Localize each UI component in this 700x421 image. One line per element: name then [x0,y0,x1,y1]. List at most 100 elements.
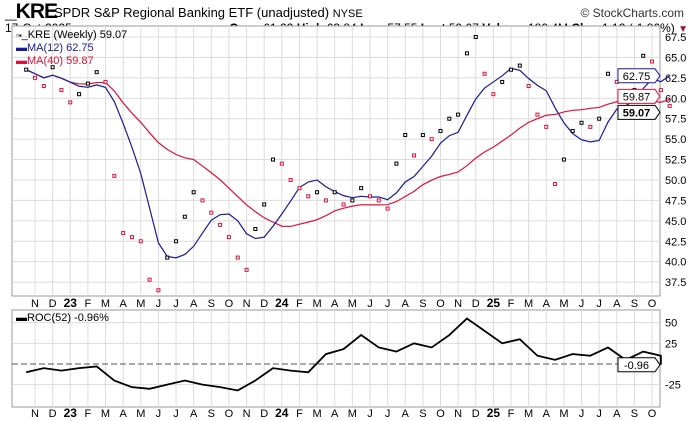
x-tick-label: A [119,298,127,310]
x-tick-label: A [331,298,339,310]
price-point [438,128,443,133]
price-point [297,186,302,191]
x-tick-label: N [31,298,39,310]
ma12-value-tag-box [617,68,661,84]
price-point [85,81,90,86]
price-point [367,194,372,199]
price-point [68,100,73,105]
ma12-value-tag: 62.75 [623,71,651,83]
x-tick-label: A [613,408,621,420]
last-price-tag-box [617,104,661,120]
y-tick-label: 60.0 [665,93,686,105]
x-tick-label: M [524,408,533,420]
price-point [561,157,566,162]
price-point [570,128,575,133]
x-tick-label: J [173,298,179,310]
x-tick-label: S [419,408,426,420]
price-point [385,206,390,211]
x-tick-label: M [559,408,568,420]
x-tick-label: F [508,298,515,310]
price-point [121,231,126,236]
price-point [394,161,399,166]
x-tick-label: F [508,408,515,420]
roc-tick-label: -25 [665,380,681,392]
x-tick-label: M [312,408,321,420]
x-tick-label: J [596,298,602,310]
price-point [544,124,549,129]
price-point [271,157,276,162]
y-tick-label: 52.5 [665,155,686,167]
x-tick-label: J [596,408,602,420]
y-tick-label: 37.5 [665,277,686,289]
price-point [420,133,425,138]
price-point [376,198,381,203]
price-point [658,88,663,93]
price-point [667,103,672,108]
x-tick-label: M [312,298,321,310]
x-tick-label: S [208,298,215,310]
price-point [191,190,196,195]
x-tick-label: J [579,298,585,310]
y-tick-label: 57.5 [665,114,686,126]
y-tick-label: 42.5 [665,236,686,248]
price-point [94,70,99,75]
price-point [41,84,46,89]
price-point [517,63,522,68]
price-point [650,59,655,64]
price-point [112,173,117,178]
price-point [174,239,179,244]
dots-icon: ▫▪ [16,31,22,40]
x-tick-label: J [173,408,179,420]
x-tick-label: A [402,408,410,420]
price-point [129,235,134,240]
x-tick-label: A [543,298,551,310]
legend-ma40: ▬MA(40) 59.87 [16,55,94,67]
x-tick-label: M [101,408,110,420]
y-tick-label: 50.0 [665,175,686,187]
x-tick-label: 23 [64,296,78,310]
x-tick-label: 24 [275,296,289,310]
price-point [350,198,355,203]
x-tick-label: N [243,298,251,310]
x-tick-label: O [225,408,234,420]
price-point [509,67,514,72]
ma12-line [25,67,671,259]
price-point [491,92,496,97]
ma40-line [25,69,670,228]
price-point [165,255,170,260]
x-tick-label: S [208,408,215,420]
price-point [429,137,434,142]
x-tick-label: A [190,298,198,310]
x-tick-label: F [296,408,303,420]
price-point [138,239,143,244]
main-panel [11,25,661,297]
x-tick-label: O [648,298,657,310]
price-point [244,267,249,272]
price-point [332,190,337,195]
roc-value-tag: -0.96 [624,360,649,372]
price-point [209,210,214,215]
price-point [279,161,284,166]
price-point [200,198,205,203]
brand-logo[interactable]: © StockCharts.com [580,6,684,20]
price-point [500,79,505,84]
x-tick-label: A [543,408,551,420]
name-text: SPDR S&P Regional Banking ETF (unadjuste… [54,5,330,20]
x-tick-label: D [260,298,268,310]
x-tick-label: M [136,408,145,420]
legend-price-text: _KRE (Weekly) 59.07 [21,29,128,41]
x-tick-label: J [385,408,391,420]
x-tick-label: J [156,408,162,420]
x-tick-label: A [402,298,410,310]
x-tick-label: S [631,298,638,310]
x-tick-label: D [472,298,480,310]
x-tick-label: M [348,408,357,420]
x-tick-label: J [367,408,373,420]
x-tick-label: 25 [487,406,501,420]
x-tick-label: N [454,408,462,420]
price-point [33,75,37,80]
price-point [156,288,161,293]
x-tick-label: M [524,298,533,310]
security-name: SPDR S&P Regional Banking ETF (unadjuste… [54,5,363,20]
